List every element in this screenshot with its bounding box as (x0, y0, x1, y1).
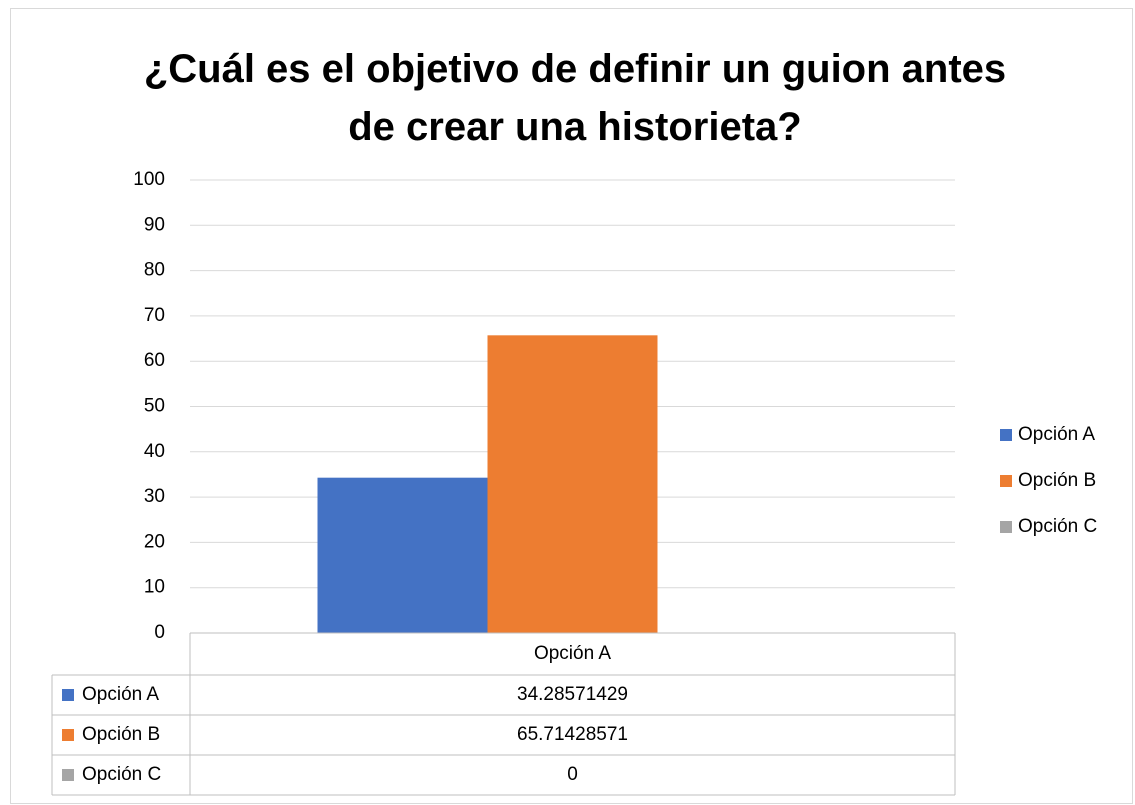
y-tick-label: 30 (144, 486, 165, 507)
x-tick-label: Opción A (534, 643, 611, 664)
y-tick-label: 40 (144, 441, 165, 462)
table-legend-key (62, 689, 74, 701)
y-tick-label: 80 (144, 260, 165, 281)
y-tick-label: 70 (144, 305, 165, 326)
table-series-name: Opción C (82, 764, 161, 785)
table-value: 65.71428571 (517, 724, 628, 745)
table-series-name: Opción A (82, 684, 159, 705)
legend-label: Opción C (1018, 516, 1097, 537)
chart-title: ¿Cuál es el objetivo de definir un guion… (143, 47, 1007, 149)
y-tick-label: 50 (144, 396, 165, 417)
y-tick-label: 10 (144, 577, 165, 598)
y-tick-label: 20 (144, 531, 165, 552)
legend-key (1000, 521, 1012, 533)
bar (317, 477, 488, 633)
legend-label: Opción A (1018, 424, 1095, 445)
bar (487, 335, 658, 633)
legend-label: Opción B (1018, 470, 1096, 491)
table-legend-key (62, 769, 74, 781)
table-value: 34.28571429 (517, 684, 628, 705)
table-value: 0 (567, 764, 578, 785)
legend-key (1000, 475, 1012, 487)
y-tick-label: 100 (133, 169, 165, 190)
table-series-name: Opción B (82, 724, 160, 745)
y-tick-label: 90 (144, 214, 165, 235)
table-legend-key (62, 729, 74, 741)
chart-border (10, 8, 1133, 804)
legend-key (1000, 429, 1012, 441)
y-tick-label: 0 (154, 622, 165, 643)
y-tick-label: 60 (144, 350, 165, 371)
